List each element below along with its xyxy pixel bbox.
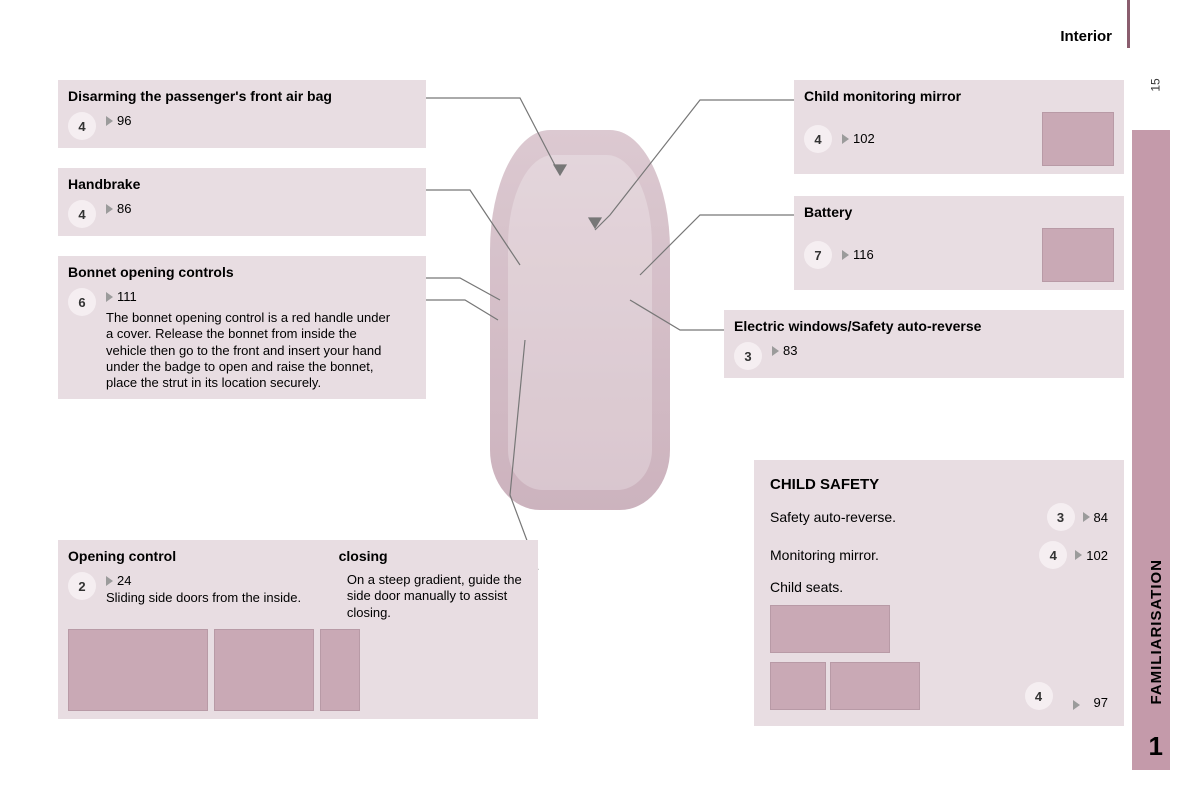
card-title: Battery [804, 204, 1114, 220]
page-ref-arrow-icon [1073, 700, 1080, 710]
child-safety-panel: CHILD SAFETY Safety auto-reverse. 3 84 M… [754, 460, 1124, 726]
card-title: Child monitoring mirror [804, 88, 1114, 104]
chapter-badge: 3 [734, 342, 762, 370]
page-ref-arrow-icon [106, 292, 113, 302]
cs-label: Monitoring mirror. [770, 547, 1039, 563]
chapter-badge: 4 [1025, 682, 1053, 710]
thumb-door-control [320, 629, 360, 711]
opening-thumbnails [68, 629, 528, 711]
child-safety-row: Safety auto-reverse. 3 84 [770, 503, 1108, 531]
page-ref-arrow-icon [772, 346, 779, 356]
closing-description: On a steep gradient, guide the side door… [347, 572, 528, 621]
page-ref-arrow-icon [1075, 550, 1082, 560]
card-airbag: Disarming the passenger's front air bag … [58, 80, 426, 148]
page-ref: 111 [117, 289, 137, 304]
chapter-badge: 7 [804, 241, 832, 269]
page-ref-arrow-icon [842, 134, 849, 144]
card-battery: Battery 7 116 [794, 196, 1124, 290]
page-number: 15 [1148, 78, 1162, 91]
card-title-right: closing [339, 548, 528, 564]
chapter-badge: 4 [68, 200, 96, 228]
chapter-badge: 4 [1039, 541, 1067, 569]
page-ref: 96 [117, 113, 131, 128]
page-ref: 97 [1094, 695, 1108, 710]
chapter-badge: 6 [68, 288, 96, 316]
card-title: Electric windows/Safety auto-reverse [734, 318, 1114, 334]
page-ref: 102 [853, 131, 875, 146]
opening-description: Sliding side doors from the inside. [106, 590, 301, 606]
card-title: Disarming the passenger's front air bag [68, 88, 416, 104]
card-description: The bonnet opening control is a red hand… [106, 310, 396, 391]
page-ref: 86 [117, 201, 131, 216]
thumb-key-remote [214, 629, 314, 711]
page-title: Interior [1060, 28, 1112, 45]
child-safety-heading: CHILD SAFETY [770, 476, 1108, 493]
card-child-mirror: Child monitoring mirror 4 102 [794, 80, 1124, 174]
page-ref: 116 [853, 247, 874, 262]
card-bonnet: Bonnet opening controls 6 111 The bonnet… [58, 256, 426, 399]
page-ref-arrow-icon [106, 576, 113, 586]
vehicle-top-view-illustration [490, 130, 670, 510]
cs-label: Child seats. [770, 579, 1108, 595]
chapter-badge: 2 [68, 572, 96, 600]
thumb-battery [1042, 228, 1114, 282]
chapter-badge: 4 [804, 125, 832, 153]
chapter-badge: 3 [1047, 503, 1075, 531]
chapter-badge: 4 [68, 112, 96, 140]
page-ref-arrow-icon [106, 204, 113, 214]
card-title-left: Opening control [68, 548, 339, 564]
card-electric-windows: Electric windows/Safety auto-reverse 3 8… [724, 310, 1124, 378]
page-ref: 83 [783, 343, 797, 358]
page-ref: 84 [1094, 510, 1108, 525]
thumb-monitoring-mirror [1042, 112, 1114, 166]
page-ref: 24 [117, 573, 131, 588]
title-accent-bar [1127, 0, 1130, 48]
page-ref-arrow-icon [106, 116, 113, 126]
card-title: Bonnet opening controls [68, 264, 416, 280]
child-safety-row: Child seats. [770, 579, 1108, 595]
card-title: Handbrake [68, 176, 416, 192]
section-number: 1 [1149, 731, 1163, 762]
card-handbrake: Handbrake 4 86 [58, 168, 426, 236]
cs-label: Safety auto-reverse. [770, 509, 1047, 525]
child-safety-row: Monitoring mirror. 4 102 [770, 541, 1108, 569]
child-seat-diagram [770, 605, 920, 710]
page-ref: 102 [1086, 548, 1108, 563]
card-opening-closing: Opening control closing 2 24 Sliding sid… [58, 540, 538, 719]
section-label: FAMILIARISATION [1148, 559, 1165, 705]
page-ref-arrow-icon [842, 250, 849, 260]
page-ref-arrow-icon [1083, 512, 1090, 522]
thumb-mirror-controls [68, 629, 208, 711]
